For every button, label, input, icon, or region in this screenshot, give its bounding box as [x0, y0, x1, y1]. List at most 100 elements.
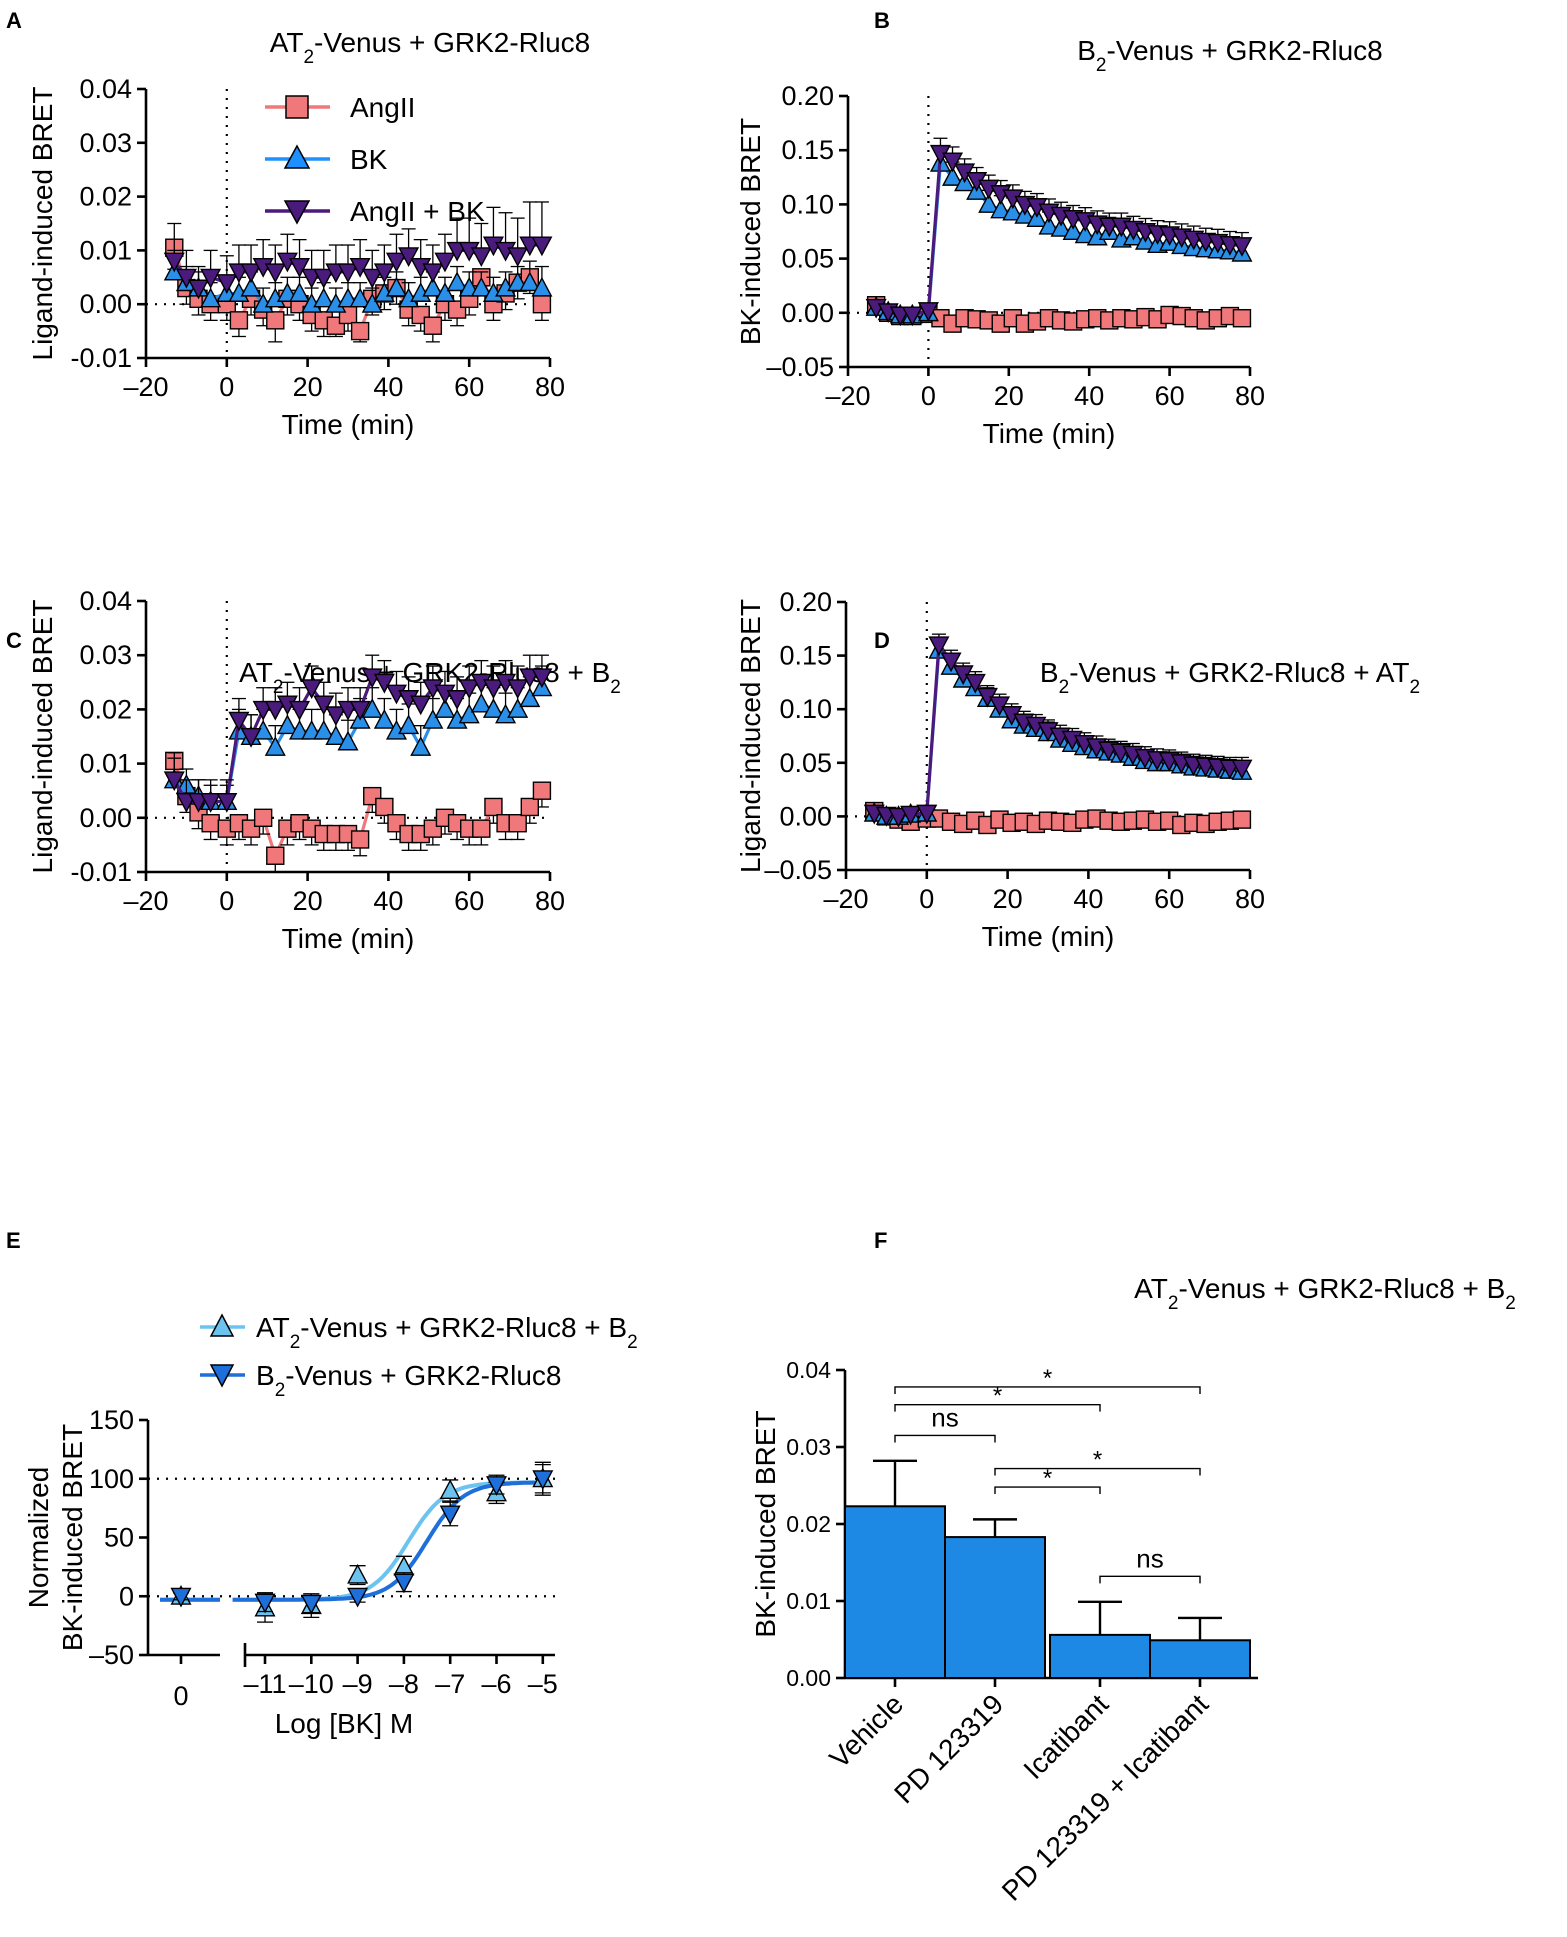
data-point: [940, 652, 962, 673]
data-point: [398, 247, 420, 268]
panel-b-title: B2-Venus + GRK2-Rluc8: [1077, 35, 1383, 76]
data-point: [393, 1573, 415, 1594]
y-tick-label: –0.05: [766, 352, 834, 382]
data-point: [532, 1470, 554, 1491]
x-tick-label: –7: [435, 1669, 465, 1699]
significance-label: ns: [931, 1402, 958, 1432]
data-point: [289, 258, 311, 278]
series-angii-bk: [863, 633, 1253, 828]
y-tick-label: 0.03: [786, 1434, 831, 1460]
y-tick-label: -0.01: [70, 857, 132, 887]
data-point: [289, 282, 311, 302]
x-tick-label: 60: [1155, 381, 1185, 411]
data-point: [229, 311, 249, 330]
data-point: [531, 668, 553, 689]
x-tick-label: 80: [535, 886, 565, 916]
x-tick-label: –9: [343, 1669, 373, 1699]
data-point: [470, 692, 492, 713]
data-point: [942, 166, 964, 186]
data-point: [301, 679, 323, 699]
panel-e: E –50 0 50 100 150 0 –11 –10 –9 –8 –7 –6 –5 Log [BK] …: [6, 1228, 638, 1739]
panel-e-letter: E: [6, 1228, 21, 1253]
data-point: [978, 193, 1000, 213]
data-point: [264, 700, 286, 721]
data-point: [240, 263, 262, 284]
panel-a-title: AT2-Venus + GRK2-Rluc8: [270, 27, 591, 68]
data-point: [347, 1587, 369, 1608]
data-point: [942, 152, 964, 173]
data-point: [313, 719, 335, 740]
data-point: [916, 804, 938, 825]
significance-label: *: [993, 1383, 1002, 1410]
data-point: [485, 1476, 508, 1496]
y-axis-label-line1: Normalized: [23, 1467, 54, 1609]
legend-e-marker-triangle-down: [209, 1364, 235, 1388]
data-point: [313, 695, 335, 716]
data-point: [228, 711, 250, 732]
x-tick-label: –20: [123, 372, 168, 402]
data-point: [507, 679, 529, 699]
data-point: [519, 687, 541, 708]
data-point: [964, 673, 986, 694]
data-point: [990, 198, 1012, 219]
data-point: [300, 1594, 322, 1615]
bracket-line: [894, 1386, 1201, 1394]
data-point: [163, 252, 185, 273]
fit-curve: [232, 1480, 541, 1602]
x-tick-label: 60: [454, 886, 484, 916]
x-tick-label: 80: [535, 372, 565, 402]
y-tick-label: 0.04: [786, 1357, 831, 1383]
y-tick-label: 150: [89, 1405, 134, 1435]
data-point: [385, 276, 407, 297]
legend-e-label-at2: AT2-Venus + GRK2-Rluc8 + B2: [256, 1312, 638, 1353]
panel-c-title: AT2-Venus + GRK2-Rluc8 + B2: [239, 657, 621, 698]
significance-bracket: *: [894, 1383, 1101, 1412]
y-axis-label: Ligand-induced BRET: [27, 87, 58, 361]
data-point: [361, 698, 383, 718]
y-tick-label: 100: [89, 1464, 134, 1494]
panel-b-letter: B: [874, 8, 890, 33]
x-tick-label: 0: [919, 884, 934, 914]
data-point: [458, 679, 480, 699]
data-point: [446, 271, 468, 292]
data-point: [361, 268, 383, 289]
y-tick-label: 0.01: [79, 749, 132, 779]
x-axis-label: Time (min): [983, 418, 1116, 449]
legend-label-angii-bk: AngII + BK: [350, 196, 485, 227]
data-point: [216, 793, 238, 813]
data-point: [482, 698, 504, 718]
data-point: [928, 636, 950, 657]
x-axis-label: Time (min): [982, 921, 1115, 952]
y-tick-label: –0.05: [764, 855, 832, 885]
y-tick-label: 0.00: [79, 289, 132, 319]
data-point: [508, 814, 527, 833]
data-point: [349, 700, 371, 721]
significance-label: *: [1093, 1447, 1102, 1474]
data-point: [313, 268, 335, 289]
y-tick-label: 0.05: [779, 748, 832, 778]
y-tick-label: 0.03: [79, 128, 132, 158]
significance-bracket: *: [894, 1365, 1201, 1394]
data-point: [163, 771, 185, 792]
data-point: [1232, 810, 1252, 829]
legend-item-angii: AngII: [265, 92, 415, 123]
x-tick-label: 20: [994, 381, 1024, 411]
y-tick-label: 0.00: [779, 801, 832, 831]
legend-marker-square: [285, 95, 309, 119]
series-angii: [165, 751, 552, 873]
data-point: [1038, 214, 1060, 235]
y-tick-label: 0.04: [79, 586, 132, 616]
data-point: [507, 247, 529, 268]
data-point: [532, 295, 552, 314]
bar: [844, 1505, 946, 1680]
legend-label-angii: AngII: [350, 92, 415, 123]
data-point: [422, 263, 444, 284]
panel-f-title: AT2-Venus + GRK2-Rluc8 + B2: [1134, 1273, 1516, 1314]
x-tick-label: –20: [823, 884, 868, 914]
x-tick-label: –6: [481, 1669, 511, 1699]
legend-e-marker-triangle-up: [209, 1313, 235, 1337]
y-tick-label: 0.02: [79, 694, 132, 724]
y-tick-label: –50: [89, 1640, 134, 1670]
data-point: [240, 276, 262, 297]
